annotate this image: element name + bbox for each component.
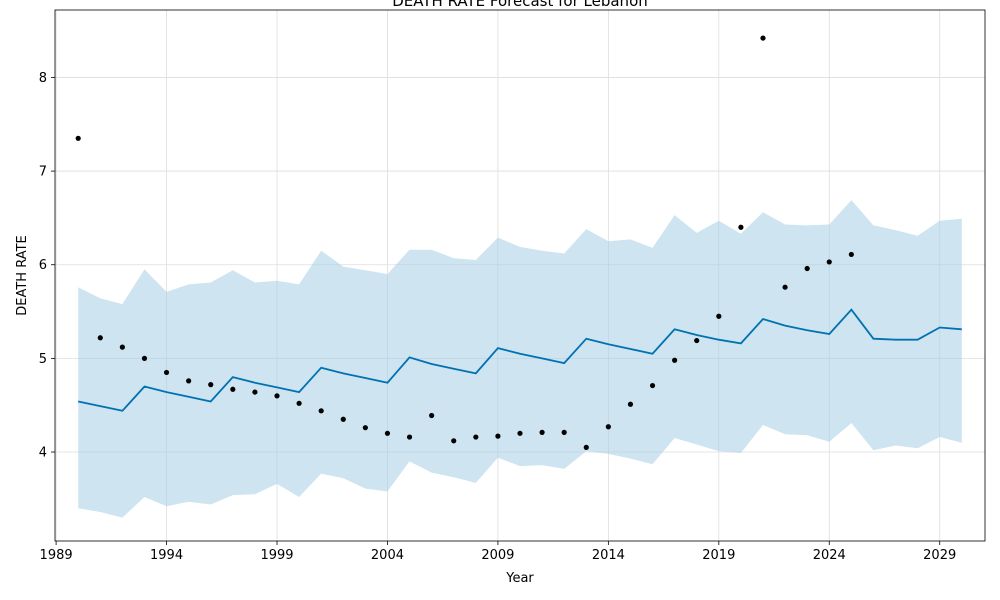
observed-point	[97, 335, 103, 341]
observed-point	[826, 259, 832, 265]
chart-title: DEATH RATE Forecast for Lebanon	[392, 0, 648, 10]
observed-point	[473, 434, 479, 440]
observed-point	[561, 429, 567, 435]
observed-point	[716, 313, 722, 319]
observed-point	[186, 378, 192, 384]
observed-point	[141, 355, 148, 361]
observed-point	[694, 337, 700, 344]
observed-point	[252, 389, 258, 395]
observed-point	[804, 265, 810, 272]
y-tick-label: 8	[39, 71, 47, 86]
uncertainty-band	[78, 200, 962, 518]
y-tick-label: 7	[39, 165, 47, 180]
observed-point	[672, 357, 678, 363]
x-tick-label: 2029	[923, 548, 956, 563]
y-axis-ticks: 4 5 6 7 8	[39, 71, 55, 461]
x-tick-label: 1994	[150, 548, 183, 563]
observed-point	[605, 424, 611, 430]
x-tick-label: 2024	[813, 548, 846, 563]
plot-frame	[54, 9, 986, 542]
observed-point	[429, 412, 435, 419]
observed-point	[451, 438, 457, 444]
y-axis-title: DEATH RATE	[15, 235, 30, 316]
x-tick-label: 1989	[40, 548, 73, 563]
observed-point	[649, 382, 656, 389]
observed-point	[627, 401, 634, 407]
observed-point	[406, 434, 413, 440]
observed-point	[208, 382, 214, 388]
observed-point	[384, 430, 391, 436]
observed-point	[782, 284, 788, 290]
observed-point	[274, 393, 280, 399]
observed-point	[539, 429, 545, 435]
observed-point	[848, 251, 854, 258]
observed-point	[230, 386, 236, 392]
observed-point	[738, 224, 744, 230]
observed-point	[296, 400, 302, 406]
y-tick-label: 6	[39, 258, 47, 273]
observed-point	[119, 344, 125, 350]
x-tick-label: 2019	[702, 548, 735, 563]
x-tick-label: 2004	[371, 548, 404, 563]
y-tick-label: 4	[39, 446, 47, 461]
observed-point	[583, 444, 589, 450]
observed-point	[760, 35, 766, 41]
y-tick-label: 5	[39, 352, 47, 367]
x-tick-label: 2009	[481, 548, 514, 563]
observed-point	[318, 408, 324, 414]
observed-point	[340, 416, 346, 422]
observed-point	[163, 369, 170, 376]
forecast-line	[78, 308, 962, 412]
x-tick-label: 1999	[260, 548, 293, 563]
x-tick-label: 2014	[592, 548, 625, 563]
observed-point	[362, 425, 368, 431]
observed-point	[517, 430, 523, 436]
observed-point	[75, 135, 81, 141]
x-axis-ticks: 1989 1994 1999 2004 2009 2014 2019 2024 2029	[40, 541, 956, 563]
observed-points	[75, 35, 854, 450]
x-axis-title: Year	[505, 571, 534, 586]
observed-point	[495, 433, 501, 439]
